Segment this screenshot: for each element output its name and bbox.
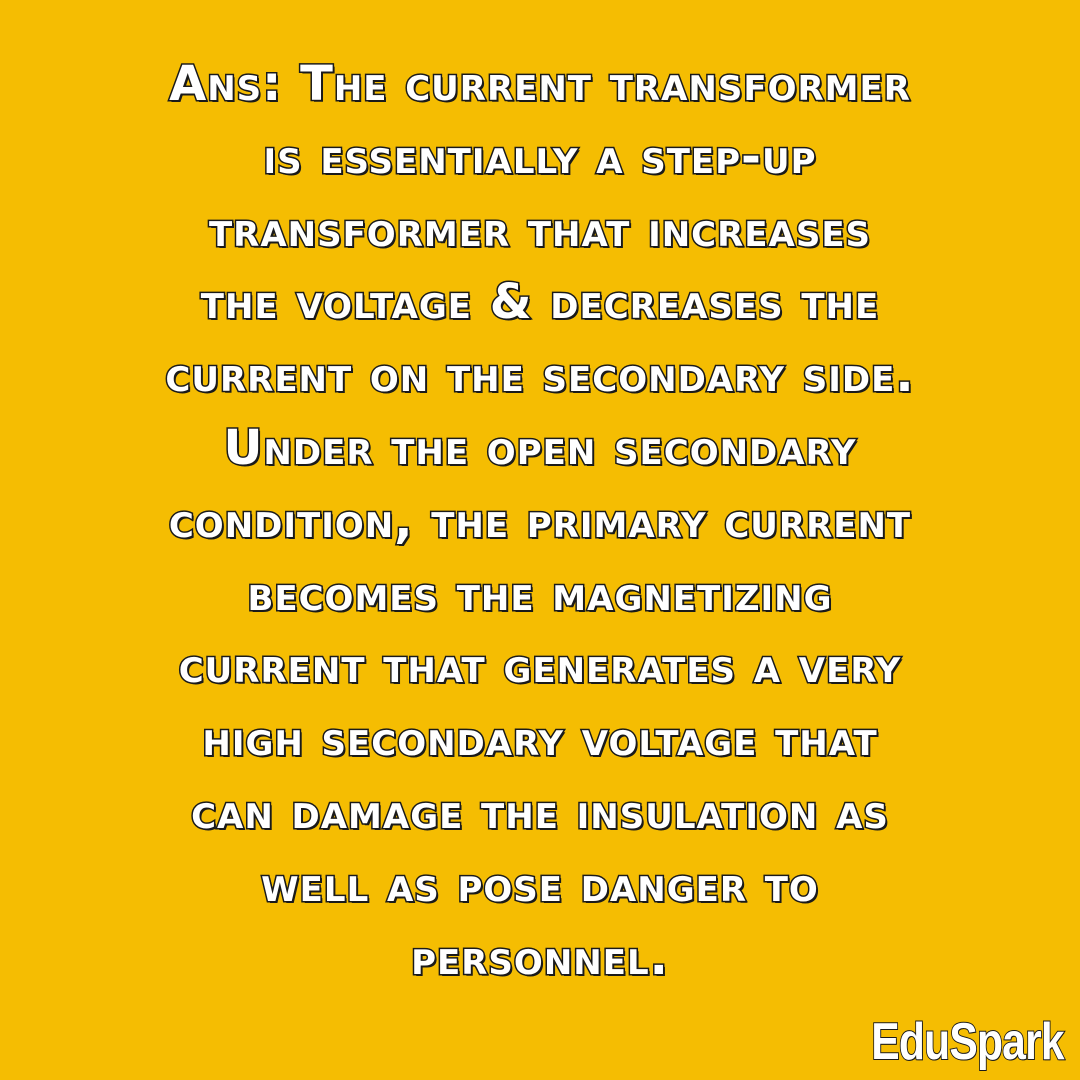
answer-line: current that generates a very <box>177 637 902 696</box>
answer-line: is essentially a step-up <box>262 127 817 186</box>
answer-text: Ans: The current transformer is essentia… <box>20 48 1060 994</box>
answer-line: condition, the primary current <box>167 491 912 550</box>
eduspark-watermark: EduSpark <box>871 1012 1066 1072</box>
answer-line: the voltage & decreases the <box>199 273 880 332</box>
answer-line: well as pose danger to <box>260 855 820 914</box>
answer-line: Ans: The current transformer <box>168 55 912 114</box>
answer-line: high secondary voltage that <box>201 710 878 769</box>
answer-line: current on the secondary side. <box>164 346 915 405</box>
answer-line: transformer that increases <box>207 200 872 259</box>
answer-line: becomes the magnetizing <box>246 564 833 623</box>
answer-line: Under the open secondary <box>222 418 857 477</box>
answer-line: personnel. <box>410 928 670 987</box>
answer-line: can damage the insulation as <box>190 782 890 841</box>
